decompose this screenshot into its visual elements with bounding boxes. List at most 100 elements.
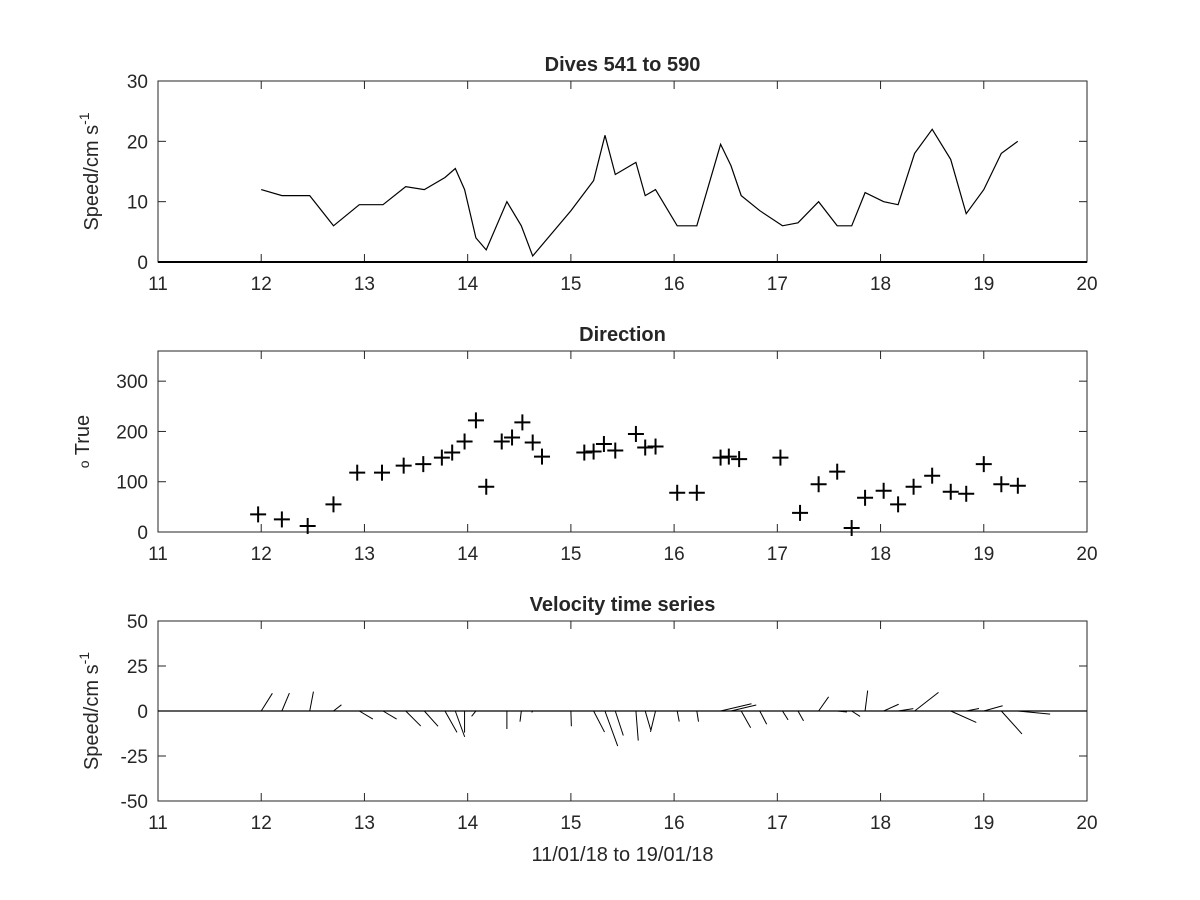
axes-2	[157, 350, 1088, 536]
velocity-stick	[797, 710, 804, 722]
velocity-stick	[444, 710, 458, 733]
velocity-stick	[471, 710, 477, 717]
y-tick-label: 10	[127, 193, 148, 214]
x-tick-label: 11	[148, 813, 168, 834]
y-tick-label: 0	[137, 702, 148, 723]
direction-point-marker	[514, 414, 531, 431]
direction-point-marker	[607, 442, 624, 459]
x-tick-label: 16	[664, 813, 685, 834]
x-tick-label: 16	[664, 544, 685, 565]
direction-point-marker	[843, 519, 860, 536]
direction-point-marker	[905, 478, 922, 495]
velocity-stick	[531, 710, 534, 713]
velocity-stick	[333, 704, 342, 712]
direction-point-marker	[993, 476, 1010, 493]
x-tick-label: 19	[973, 274, 994, 295]
direction-point-marker	[585, 443, 602, 460]
x-tick-label: 11	[148, 274, 168, 295]
y-axis-label-main: Speed/cm s	[81, 125, 103, 231]
velocity-stick	[593, 710, 605, 733]
velocity-stick	[519, 710, 522, 722]
direction-point-marker	[478, 478, 495, 495]
velocity-stick	[423, 710, 439, 727]
y-tick-label: 0	[137, 253, 148, 274]
direction-point-marker	[637, 439, 654, 456]
velocity-stick	[883, 703, 899, 712]
y-tick-label: 30	[127, 72, 148, 93]
y-tick-label: 0	[137, 523, 148, 544]
velocity-stick	[864, 690, 869, 712]
velocity-stick	[635, 710, 639, 741]
direction-point-marker	[533, 448, 550, 465]
velocity-stick	[454, 710, 466, 738]
direction-point-marker	[942, 483, 959, 500]
direction-point-marker	[627, 425, 644, 442]
x-tick-label: 20	[1076, 813, 1097, 834]
x-tick-label: 12	[251, 544, 272, 565]
x-tick-label: 14	[457, 813, 479, 834]
direction-point-marker	[373, 464, 390, 481]
direction-point-marker	[647, 438, 664, 455]
speed-series-line	[261, 128, 1019, 258]
direction-point-marker	[875, 482, 892, 499]
x-tick-label: 19	[973, 813, 994, 834]
direction-point-marker	[958, 485, 975, 502]
direction-point-marker	[415, 456, 432, 473]
y-tick-label: 50	[127, 612, 148, 633]
y-axis-label: Speed/cm s-1	[76, 112, 103, 230]
x-tick-label: 13	[354, 274, 375, 295]
y-axis-label-superscript: -1	[76, 112, 92, 125]
x-tick-label: 17	[767, 274, 788, 295]
x-tick-label: 15	[560, 813, 581, 834]
direction-point-marker	[595, 436, 612, 453]
direction-point-marker	[273, 511, 290, 528]
velocity-stick	[950, 710, 977, 723]
direction-point-marker	[792, 504, 809, 521]
chart-title: Direction	[579, 324, 666, 346]
y-axis-label-superscript: -1	[76, 652, 92, 665]
x-tick-label: 19	[973, 544, 994, 565]
direction-point-marker	[1009, 477, 1026, 494]
velocity-stick	[818, 696, 830, 712]
y-axis-label-main: True	[72, 415, 94, 455]
y-axis-label: o True	[72, 415, 94, 468]
x-tick-label: 13	[354, 544, 375, 565]
velocity-stick	[604, 710, 619, 747]
direction-point-marker	[250, 506, 267, 523]
x-tick-label: 14	[457, 274, 479, 295]
direction-point-marker	[772, 449, 789, 466]
x-tick-label: 17	[767, 544, 788, 565]
direction-point-marker	[669, 484, 686, 501]
axes-frame	[157, 80, 1088, 263]
direction-point-marker	[688, 484, 705, 501]
x-tick-label: 11	[148, 544, 168, 565]
x-tick-label: 20	[1076, 544, 1097, 565]
direction-point-marker	[524, 434, 541, 451]
y-axis-label-superscript: o	[76, 460, 92, 468]
direction-point-marker	[857, 489, 874, 506]
direction-point-marker	[493, 433, 510, 450]
y-axis-label-main: Speed/cm s	[81, 664, 103, 770]
velocity-stick	[382, 710, 397, 720]
direction-point-marker	[444, 444, 461, 461]
y-tick-label: 20	[127, 132, 148, 153]
direction-point-marker	[924, 467, 941, 484]
direction-point-marker	[467, 412, 484, 429]
direction-point-marker	[810, 476, 827, 493]
velocity-stick	[1000, 710, 1023, 735]
x-tick-label: 20	[1076, 274, 1097, 295]
velocity-stick	[983, 705, 1003, 712]
x-tick-label: 12	[251, 813, 272, 834]
direction-point-marker	[349, 464, 366, 481]
x-tick-label: 18	[870, 813, 891, 834]
y-tick-label: 200	[116, 422, 148, 443]
velocity-stick	[696, 710, 700, 722]
x-tick-label: 13	[354, 813, 375, 834]
velocity-stick	[260, 693, 273, 712]
direction-point-marker	[299, 517, 316, 534]
velocity-stick	[720, 703, 752, 712]
direction-point-marker	[720, 448, 737, 465]
direction-point-marker	[975, 456, 992, 473]
axes-frame	[157, 350, 1088, 533]
